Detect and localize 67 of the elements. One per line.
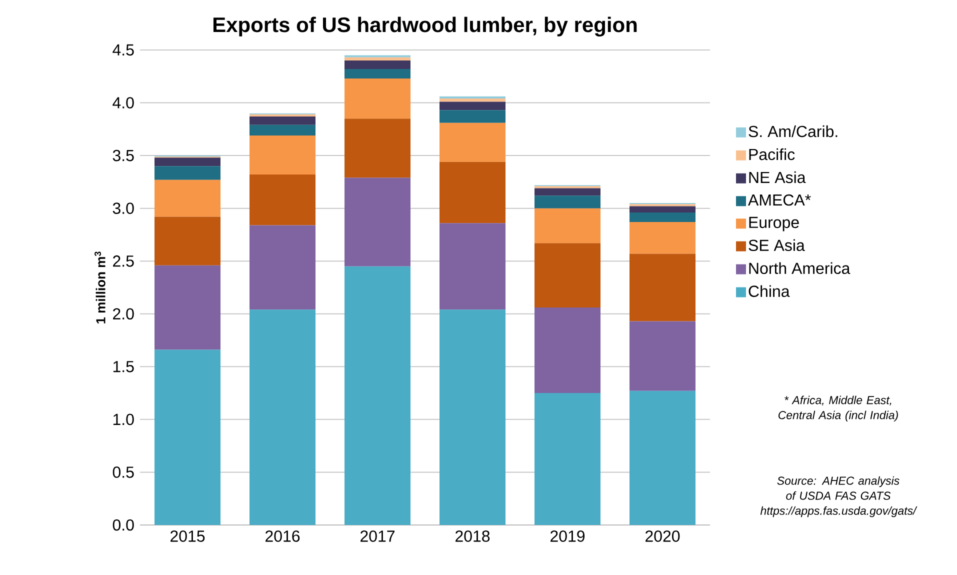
- y-tick-label: 4.0: [112, 97, 134, 108]
- bar: [440, 102, 506, 110]
- x-tick-label: 2018: [456, 530, 490, 542]
- bar: [250, 310, 316, 525]
- legend-label: Europe: [749, 216, 799, 232]
- x-tick-label: 2020: [646, 530, 680, 542]
- y-tick-label: 0.5: [112, 466, 134, 478]
- bar: [534, 308, 601, 394]
- legend-label: S. Am/Carib.: [748, 125, 838, 138]
- y-tick-label: 1.5: [113, 361, 134, 372]
- bar: [630, 212, 696, 222]
- x-tick-label: 2016: [266, 530, 300, 542]
- x-tick-label: 2017: [360, 530, 394, 542]
- bar: [154, 180, 221, 217]
- y-axis-title: 1 million m$^{3}$: [94, 252, 106, 324]
- bar: [344, 118, 410, 178]
- x-tick-label: 2015: [170, 530, 205, 542]
- legend-label: SE Asia: [748, 239, 805, 252]
- bar: [440, 110, 506, 123]
- y-tick-label: 2.0: [113, 308, 134, 320]
- bar: [630, 206, 696, 213]
- y-tick-label: 4.5: [112, 44, 134, 56]
- bar: [250, 135, 316, 175]
- bar: [154, 216, 221, 266]
- bar: [534, 196, 601, 208]
- bar: [440, 223, 506, 310]
- source-note: Source: AHEC analysis of USDA FAS GATS https://apps.fas.usda.gov/gats/: [760, 476, 918, 518]
- y-tick-label: 3.0: [112, 202, 134, 214]
- bar: [154, 158, 221, 166]
- bar: [440, 122, 506, 162]
- bar: [250, 124, 316, 136]
- bar: [344, 57, 410, 61]
- bar: [440, 98, 506, 102]
- bar: [534, 188, 601, 196]
- bar: [250, 225, 316, 310]
- bar: [344, 78, 410, 119]
- bar: [154, 350, 221, 525]
- bar: [630, 321, 696, 391]
- bar: [344, 178, 410, 266]
- bar: [630, 254, 696, 322]
- y-tick-label: 0.0: [112, 519, 134, 531]
- bar: [250, 174, 316, 226]
- legend-label: Pacific: [749, 148, 795, 160]
- y-tick-label: 2.5: [113, 255, 134, 267]
- legend-label: AMECA*: [748, 194, 811, 206]
- bar: [534, 393, 601, 525]
- bar: [154, 265, 221, 350]
- bar: [344, 60, 410, 69]
- chart-title: Exports of US hardwood lumber, by region: [213, 16, 637, 36]
- bar: [344, 266, 410, 525]
- y-tick-label: 3.5: [112, 150, 134, 162]
- bar: [534, 243, 601, 308]
- bar: [344, 68, 410, 78]
- text: * Africa, Middle East, Central Asia (incl India): [778, 396, 898, 422]
- legend-label: NE Asia: [749, 171, 806, 184]
- legend-label: North America: [749, 262, 850, 274]
- bar: [440, 310, 506, 525]
- bar: [440, 96, 506, 99]
- legend-label: China: [748, 285, 790, 298]
- bar: [534, 208, 601, 244]
- x-tick-label: 2019: [550, 530, 585, 542]
- bar: [440, 162, 506, 224]
- bar: [154, 166, 221, 180]
- bar: [630, 390, 696, 525]
- y-tick-label: 1.0: [113, 414, 134, 426]
- bar: [630, 222, 696, 254]
- bar: [250, 116, 316, 125]
